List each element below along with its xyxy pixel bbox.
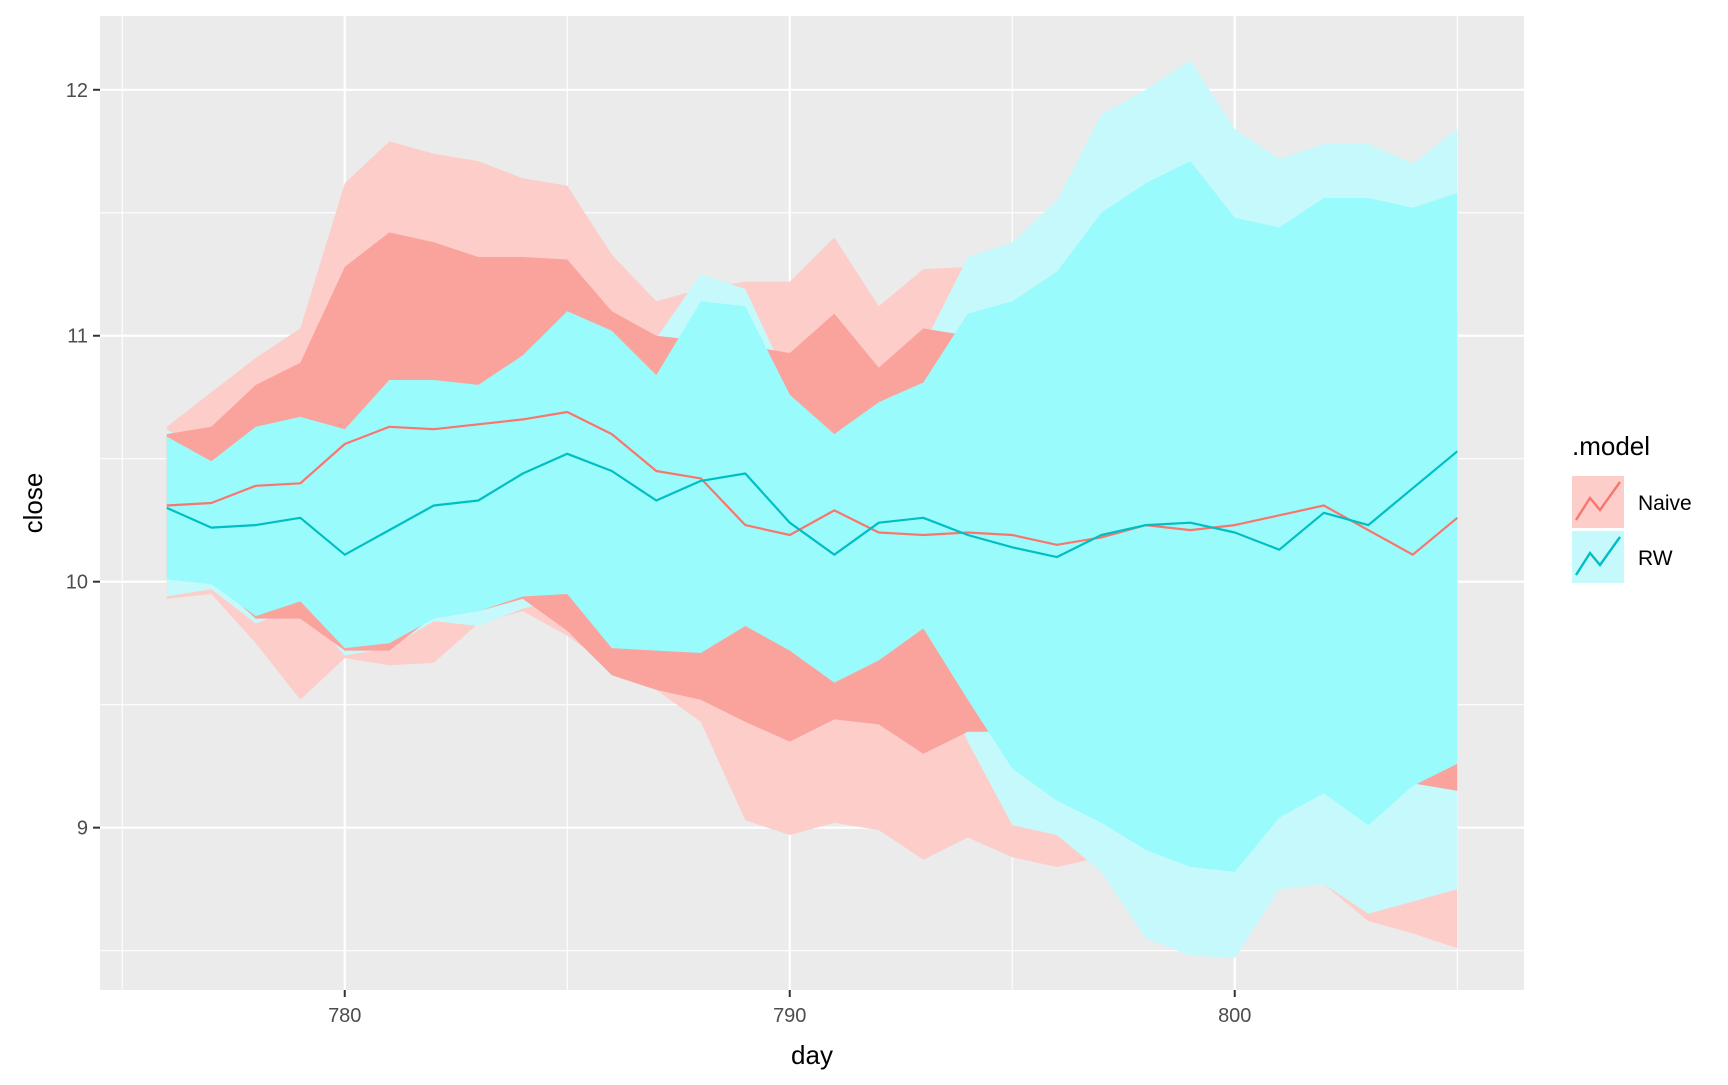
x-tick-label: 790 [773, 1005, 806, 1027]
band-80-rw [166, 161, 1458, 872]
series-line-naive [166, 410, 1459, 556]
legend-title: .model [1572, 431, 1650, 461]
y-tick-label: 11 [67, 326, 88, 348]
x-axis-title: day [791, 1040, 833, 1070]
y-tick-label: 12 [66, 80, 88, 102]
prediction-bands [166, 60, 1458, 959]
legend-line-naive [1574, 481, 1621, 521]
y-axis-title: close [18, 473, 48, 534]
series-lines [166, 410, 1459, 559]
legend-line-rw [1574, 536, 1621, 576]
legend-key-rw [1572, 531, 1624, 583]
legend-key-naive [1572, 476, 1624, 528]
legend-label-rw: RW [1638, 547, 1673, 570]
y-tick-label: 10 [66, 572, 88, 594]
y-tick-label: 9 [77, 818, 88, 840]
series-line-rw [166, 450, 1459, 559]
legend-label-naive: Naive [1638, 492, 1692, 515]
x-tick-label: 800 [1218, 1005, 1251, 1027]
legend: .model Naive RW [1572, 431, 1692, 583]
x-tick-label: 780 [328, 1005, 361, 1027]
axes: 780 790 800 9 10 11 12 [66, 80, 1252, 1027]
